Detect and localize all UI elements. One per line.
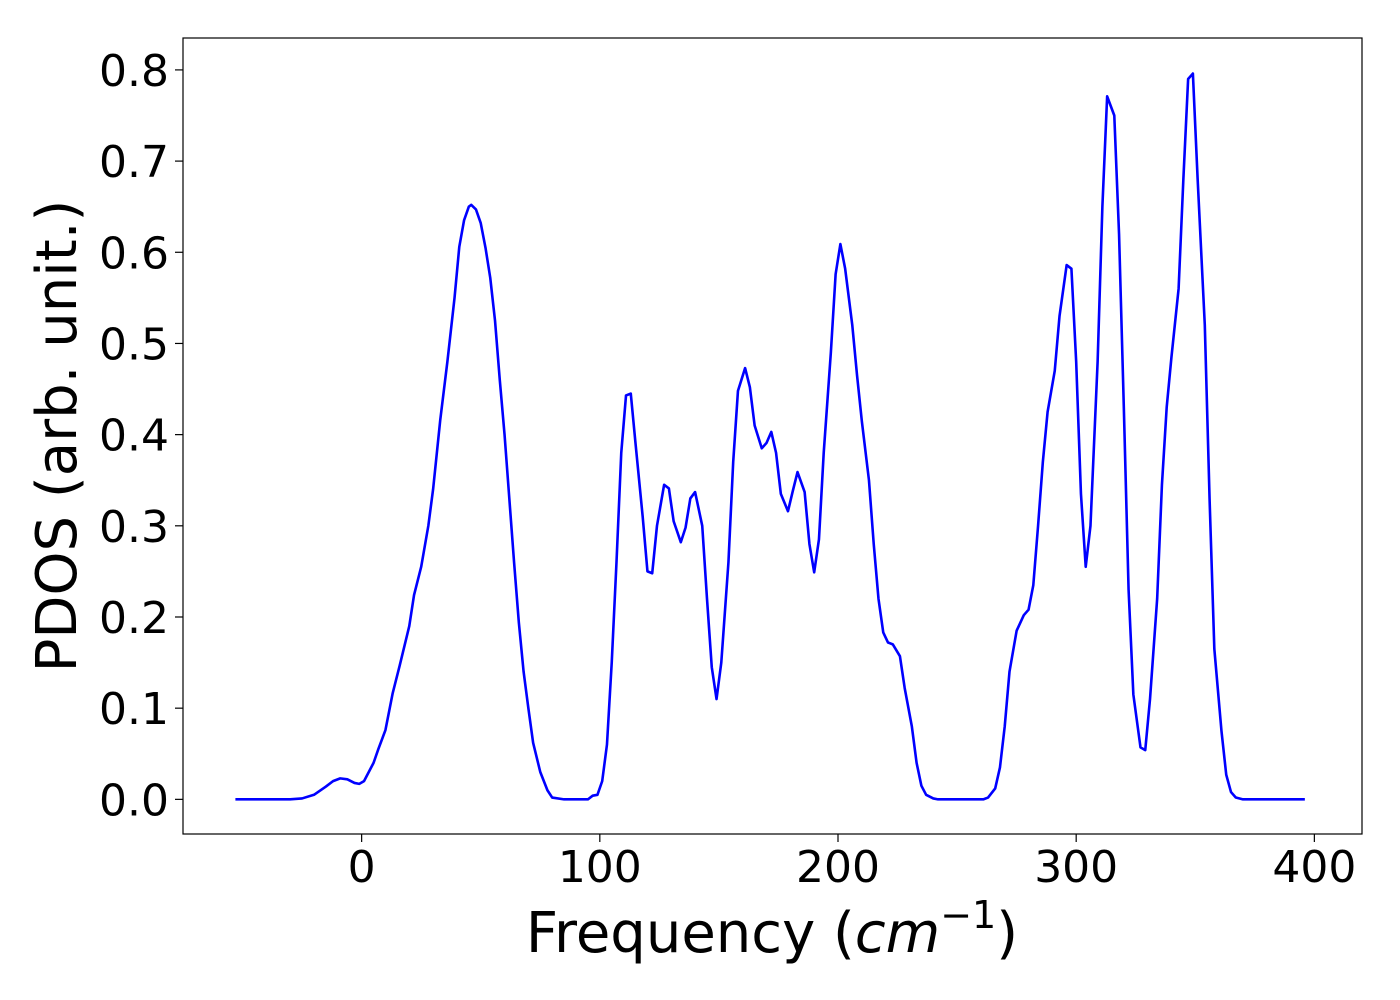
x-label-unit: cm xyxy=(855,901,940,966)
y-tick-label: 0.8 xyxy=(99,46,169,97)
y-tick-label: 0.4 xyxy=(99,411,169,462)
y-tick-label: 0.0 xyxy=(99,775,169,826)
x-tick-label: 100 xyxy=(558,842,642,893)
data-line xyxy=(235,72,1305,801)
x-label-close: ) xyxy=(996,901,1018,966)
y-tick-label: 0.2 xyxy=(99,593,169,644)
plot-frame xyxy=(182,37,1363,835)
y-tick-label: 0.5 xyxy=(99,319,169,370)
y-tick-label: 0.7 xyxy=(99,137,169,188)
x-axis-label: Frequency (cm−1) xyxy=(526,893,1018,966)
y-tick-label: 0.6 xyxy=(99,228,169,279)
x-label-exponent: −1 xyxy=(940,893,996,937)
y-tick-label: 0.1 xyxy=(99,684,169,735)
y-axis-label: PDOS (arb. unit.) xyxy=(25,200,90,673)
x-tick-label: 300 xyxy=(1034,842,1118,893)
x-tick-label: 400 xyxy=(1272,842,1356,893)
x-label-text: Frequency ( xyxy=(526,901,855,966)
x-tick-label: 200 xyxy=(796,842,880,893)
x-tick-label: 0 xyxy=(348,842,376,893)
y-tick-label: 0.3 xyxy=(99,502,169,553)
